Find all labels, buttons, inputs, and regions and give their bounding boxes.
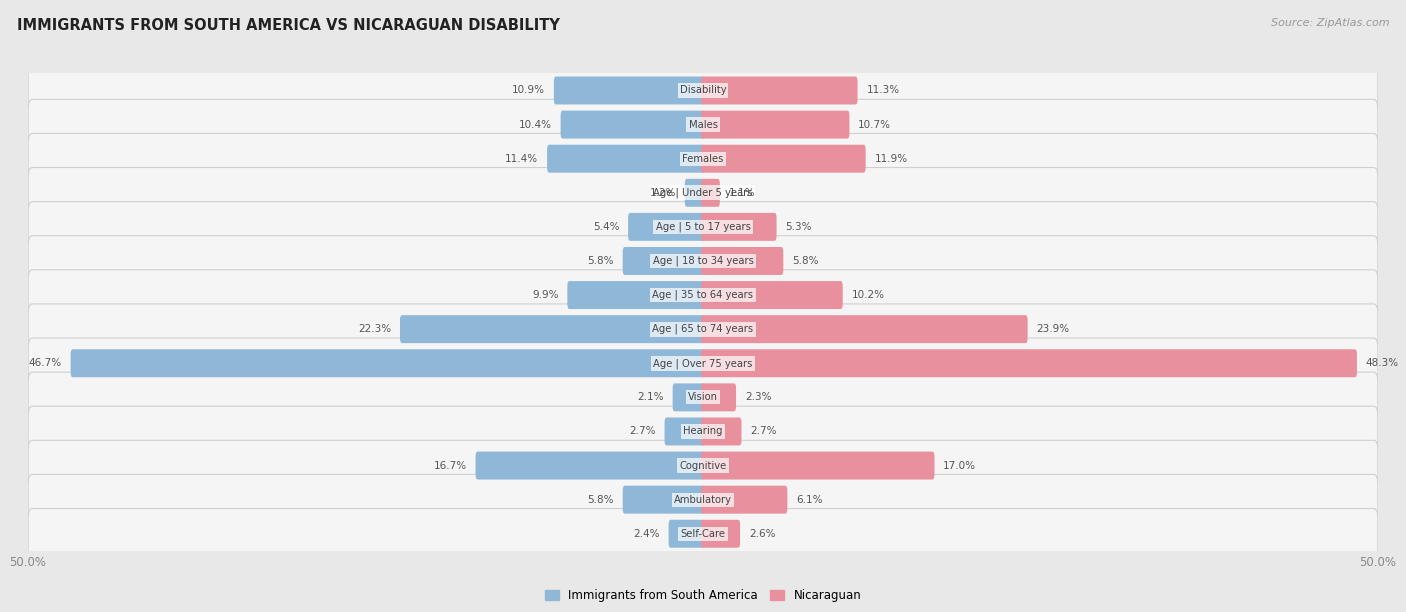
FancyBboxPatch shape [702, 452, 935, 480]
FancyBboxPatch shape [70, 349, 704, 377]
Text: Age | Under 5 years: Age | Under 5 years [654, 187, 752, 198]
FancyBboxPatch shape [702, 213, 776, 241]
FancyBboxPatch shape [702, 111, 849, 138]
FancyBboxPatch shape [547, 144, 704, 173]
Text: Age | 65 to 74 years: Age | 65 to 74 years [652, 324, 754, 334]
FancyBboxPatch shape [702, 315, 1028, 343]
FancyBboxPatch shape [568, 281, 704, 309]
FancyBboxPatch shape [702, 520, 740, 548]
FancyBboxPatch shape [28, 406, 1378, 457]
FancyBboxPatch shape [28, 338, 1378, 389]
Text: Vision: Vision [688, 392, 718, 402]
Text: 10.7%: 10.7% [858, 119, 891, 130]
FancyBboxPatch shape [702, 179, 720, 207]
Text: Age | Over 75 years: Age | Over 75 years [654, 358, 752, 368]
FancyBboxPatch shape [28, 65, 1378, 116]
FancyBboxPatch shape [28, 201, 1378, 252]
Text: 2.1%: 2.1% [637, 392, 664, 402]
FancyBboxPatch shape [685, 179, 704, 207]
FancyBboxPatch shape [702, 144, 866, 173]
Text: 9.9%: 9.9% [531, 290, 558, 300]
FancyBboxPatch shape [623, 247, 704, 275]
Text: 2.4%: 2.4% [633, 529, 659, 539]
FancyBboxPatch shape [28, 509, 1378, 559]
Text: Age | 5 to 17 years: Age | 5 to 17 years [655, 222, 751, 232]
FancyBboxPatch shape [702, 417, 741, 446]
Text: 46.7%: 46.7% [28, 358, 62, 368]
FancyBboxPatch shape [28, 168, 1378, 218]
Text: Source: ZipAtlas.com: Source: ZipAtlas.com [1271, 18, 1389, 28]
Text: 5.3%: 5.3% [786, 222, 811, 232]
FancyBboxPatch shape [28, 236, 1378, 286]
Legend: Immigrants from South America, Nicaraguan: Immigrants from South America, Nicaragua… [540, 584, 866, 607]
FancyBboxPatch shape [554, 76, 704, 105]
Text: 10.4%: 10.4% [519, 119, 551, 130]
Text: 1.2%: 1.2% [650, 188, 676, 198]
Text: Self-Care: Self-Care [681, 529, 725, 539]
Text: 1.1%: 1.1% [728, 188, 755, 198]
Text: Ambulatory: Ambulatory [673, 494, 733, 505]
Text: 2.6%: 2.6% [749, 529, 775, 539]
Text: 16.7%: 16.7% [433, 461, 467, 471]
Text: 5.4%: 5.4% [593, 222, 619, 232]
Text: 11.9%: 11.9% [875, 154, 907, 163]
FancyBboxPatch shape [28, 270, 1378, 320]
FancyBboxPatch shape [28, 99, 1378, 150]
Text: 11.3%: 11.3% [866, 86, 900, 95]
FancyBboxPatch shape [702, 247, 783, 275]
Text: 6.1%: 6.1% [796, 494, 823, 505]
Text: 5.8%: 5.8% [588, 256, 614, 266]
Text: 5.8%: 5.8% [792, 256, 818, 266]
FancyBboxPatch shape [399, 315, 704, 343]
FancyBboxPatch shape [665, 417, 704, 446]
Text: 23.9%: 23.9% [1036, 324, 1070, 334]
Text: Disability: Disability [679, 86, 727, 95]
Text: 48.3%: 48.3% [1365, 358, 1399, 368]
Text: 11.4%: 11.4% [505, 154, 538, 163]
Text: 2.3%: 2.3% [745, 392, 772, 402]
Text: 17.0%: 17.0% [943, 461, 976, 471]
Text: Cognitive: Cognitive [679, 461, 727, 471]
FancyBboxPatch shape [669, 520, 704, 548]
Text: Age | 18 to 34 years: Age | 18 to 34 years [652, 256, 754, 266]
FancyBboxPatch shape [702, 281, 842, 309]
Text: 22.3%: 22.3% [359, 324, 391, 334]
FancyBboxPatch shape [561, 111, 704, 138]
Text: Females: Females [682, 154, 724, 163]
FancyBboxPatch shape [28, 474, 1378, 525]
FancyBboxPatch shape [628, 213, 704, 241]
Text: 2.7%: 2.7% [751, 427, 776, 436]
Text: 10.2%: 10.2% [852, 290, 884, 300]
FancyBboxPatch shape [475, 452, 704, 480]
FancyBboxPatch shape [702, 486, 787, 513]
Text: Hearing: Hearing [683, 427, 723, 436]
FancyBboxPatch shape [702, 383, 737, 411]
Text: Age | 35 to 64 years: Age | 35 to 64 years [652, 290, 754, 300]
FancyBboxPatch shape [28, 133, 1378, 184]
FancyBboxPatch shape [28, 440, 1378, 491]
FancyBboxPatch shape [702, 76, 858, 105]
Text: 2.7%: 2.7% [630, 427, 655, 436]
FancyBboxPatch shape [672, 383, 704, 411]
Text: IMMIGRANTS FROM SOUTH AMERICA VS NICARAGUAN DISABILITY: IMMIGRANTS FROM SOUTH AMERICA VS NICARAG… [17, 18, 560, 34]
Text: 5.8%: 5.8% [588, 494, 614, 505]
FancyBboxPatch shape [28, 372, 1378, 423]
Text: 10.9%: 10.9% [512, 86, 546, 95]
FancyBboxPatch shape [702, 349, 1357, 377]
FancyBboxPatch shape [623, 486, 704, 513]
FancyBboxPatch shape [28, 304, 1378, 354]
Text: Males: Males [689, 119, 717, 130]
